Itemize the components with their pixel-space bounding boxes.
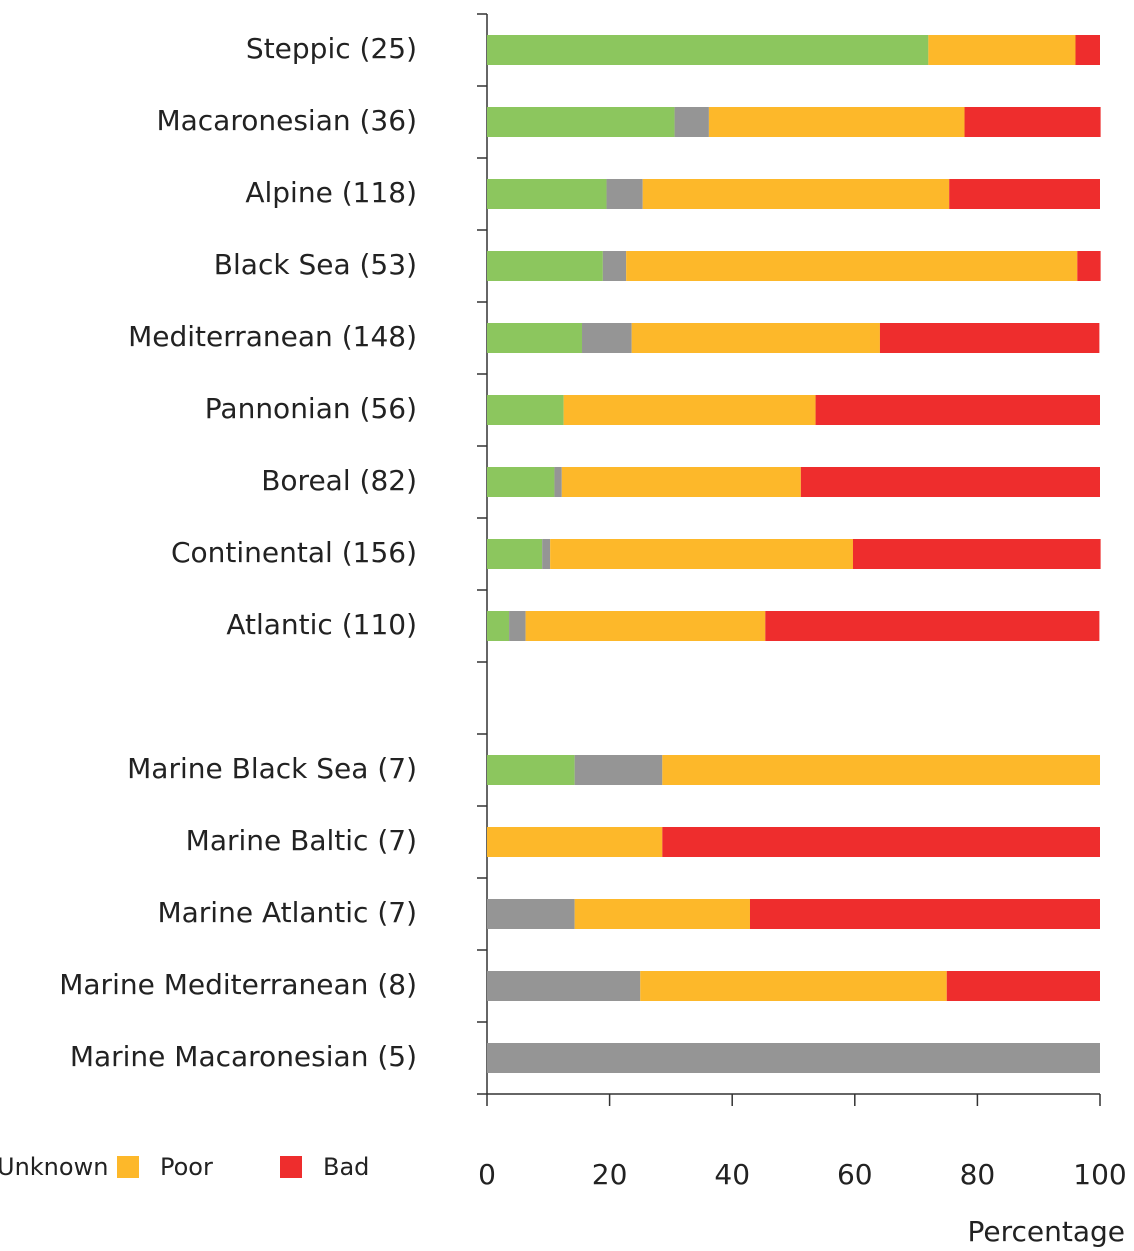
bar-segment [800, 467, 1100, 497]
legend-label: Unknown [0, 1153, 108, 1181]
bar-segment [708, 107, 965, 137]
bar-segment [642, 179, 950, 209]
bar-segment [487, 251, 603, 281]
bar-segment [662, 827, 1100, 857]
category-label: Marine Macaronesian (5) [70, 1040, 417, 1073]
category-label: Black Sea (53) [214, 248, 417, 281]
bar-segment [487, 539, 543, 569]
category-label: Alpine (118) [245, 176, 417, 209]
bar-segment [574, 755, 663, 785]
bar-segment [606, 179, 643, 209]
legend-swatch [117, 1156, 139, 1178]
x-tick-label: 40 [714, 1158, 750, 1191]
category-label: Marine Atlantic (7) [157, 896, 417, 929]
bar-segment [749, 899, 1100, 929]
bar-segment [487, 755, 575, 785]
bar-segment [487, 971, 641, 1001]
bar-segment [602, 251, 627, 281]
bar-segment [631, 323, 880, 353]
category-label: Continental (156) [171, 536, 417, 569]
bar-segment [487, 899, 575, 929]
bar-segment [674, 107, 709, 137]
x-tick-label: 20 [592, 1158, 628, 1191]
bar-segment [487, 179, 607, 209]
category-label: Marine Baltic (7) [186, 824, 417, 857]
bar-segment [487, 323, 583, 353]
bar-segment [509, 611, 526, 641]
x-tick-label: 100 [1073, 1158, 1126, 1191]
bar-segment [550, 539, 853, 569]
category-label: Marine Black Sea (7) [127, 752, 417, 785]
bar-segment [1075, 35, 1100, 65]
x-tick-label: 60 [837, 1158, 873, 1191]
category-label: Marine Mediterranean (8) [59, 968, 417, 1001]
bar-segment [487, 395, 564, 425]
bar-segment [561, 467, 801, 497]
x-axis-label: Percentage [967, 1215, 1125, 1248]
bar-segment [487, 107, 675, 137]
bar-segment [640, 971, 947, 1001]
bar-segment [542, 539, 551, 569]
bar-segment [852, 539, 1101, 569]
bar-segment [487, 827, 663, 857]
bar-segment [946, 971, 1100, 1001]
legend-label: Poor [160, 1153, 213, 1181]
x-tick-label: 80 [960, 1158, 996, 1191]
bar-segment [487, 1043, 1100, 1073]
bar-segment [765, 611, 1100, 641]
category-label: Boreal (82) [261, 464, 417, 497]
bar-segment [487, 467, 555, 497]
bar-segment [626, 251, 1078, 281]
bar-segment [487, 35, 929, 65]
category-label: Mediterranean (148) [128, 320, 417, 353]
bar-segment [574, 899, 750, 929]
bar-segment [662, 755, 1100, 785]
bar-segment [525, 611, 766, 641]
bar-segment [487, 611, 510, 641]
legend-label: Bad [323, 1153, 369, 1181]
bar-segment [582, 323, 632, 353]
category-label: Pannonian (56) [205, 392, 417, 425]
bar-segment [563, 395, 816, 425]
bar-segment [554, 467, 562, 497]
bar-segment [964, 107, 1101, 137]
category-label: Steppic (25) [246, 32, 417, 65]
legend-swatch [280, 1156, 302, 1178]
x-tick-label: 0 [478, 1158, 496, 1191]
bar-segment [928, 35, 1076, 65]
bar-segment [815, 395, 1100, 425]
category-label: Atlantic (110) [226, 608, 417, 641]
bar-segment [1077, 251, 1101, 281]
bar-segment [949, 179, 1100, 209]
category-label: Macaronesian (36) [156, 104, 417, 137]
bar-segment [879, 323, 1100, 353]
